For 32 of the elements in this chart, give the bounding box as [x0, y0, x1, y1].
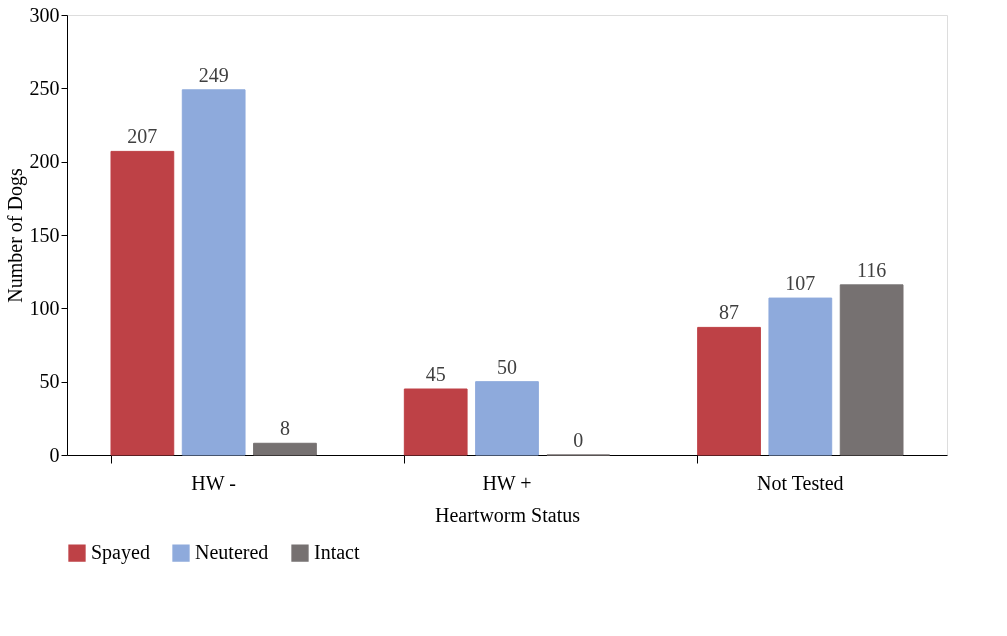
y-axis-title: Number of Dogs	[3, 168, 27, 303]
bar	[839, 284, 904, 456]
data-label: 87	[719, 301, 740, 324]
bar	[403, 388, 468, 456]
legend-label: Neutered	[195, 541, 269, 564]
data-label: 116	[857, 258, 887, 281]
data-label: 107	[785, 272, 816, 295]
y-tick-label: 100	[29, 296, 60, 319]
bar	[181, 89, 246, 456]
data-label: 0	[573, 429, 584, 451]
y-tick-label: 300	[29, 3, 60, 26]
bar	[475, 381, 539, 456]
legend-label: Spayed	[91, 541, 150, 565]
data-label: 8	[279, 417, 290, 440]
bar	[768, 297, 833, 456]
data-label: 207	[127, 125, 158, 148]
y-tick-label: 50	[39, 370, 60, 393]
x-tick-label: HW +	[482, 471, 532, 494]
data-label: 45	[425, 363, 446, 385]
x-tick-label: Not Tested	[757, 471, 844, 494]
x-axis-title: Heartworm Status	[435, 503, 581, 526]
data-label: 249	[198, 63, 229, 86]
y-tick-label: 200	[29, 150, 60, 173]
y-tick-label: 150	[29, 223, 60, 246]
bar	[253, 442, 317, 456]
data-label: 50	[497, 355, 517, 378]
y-tick-label: 250	[29, 76, 60, 99]
legend-label: Intact	[314, 541, 360, 564]
y-tick-label: 0	[49, 443, 60, 466]
bar	[110, 150, 175, 456]
x-tick-label: HW -	[191, 471, 236, 494]
bar	[697, 326, 761, 456]
